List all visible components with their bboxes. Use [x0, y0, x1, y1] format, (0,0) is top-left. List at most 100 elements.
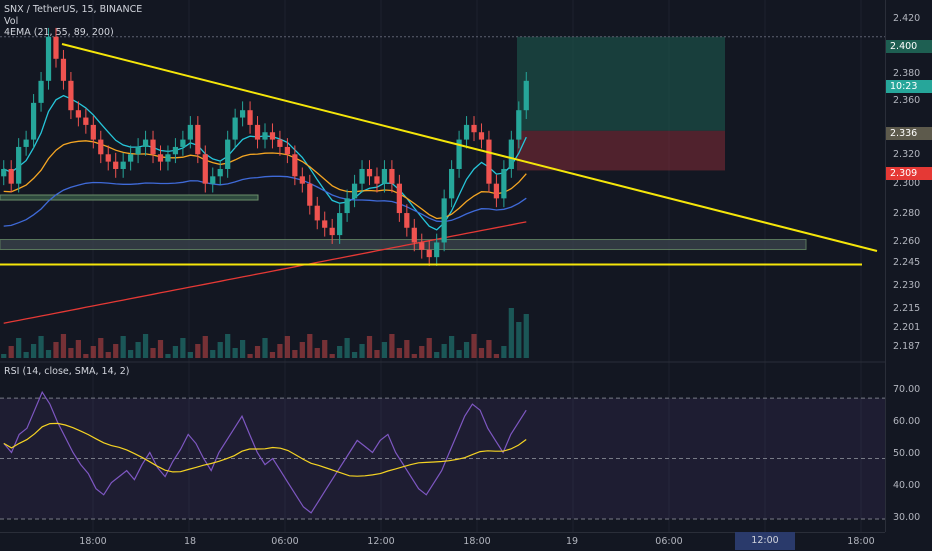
entry-price-tag[interactable]: 2.336 [886, 127, 932, 140]
price-axis[interactable] [885, 0, 932, 532]
candle-body [247, 110, 253, 125]
volume-bar [269, 352, 276, 358]
stop-price-tag[interactable]: 2.309 [886, 167, 932, 180]
price-tick: 2.320 [893, 149, 921, 160]
volume-bar [441, 344, 447, 358]
volume-bar [195, 344, 201, 358]
volume-bar [478, 348, 485, 358]
countdown-price-tag[interactable]: 10:23 [886, 80, 932, 93]
time-tick: 18:00 [79, 536, 107, 547]
candle-body [210, 176, 216, 184]
volume-bar [98, 338, 104, 358]
volume-bar [359, 344, 365, 358]
candle-body [419, 242, 425, 250]
volume-bar [471, 334, 477, 358]
candle-body [195, 124, 201, 155]
trendlines[interactable] [0, 43, 878, 266]
time-tick: 18:00 [847, 536, 875, 547]
volume-bar [284, 336, 291, 358]
rsi-legend[interactable]: RSI (14, close, SMA, 14, 2) [4, 366, 130, 377]
candle-body [359, 168, 365, 184]
volume-bar [45, 350, 52, 358]
candle-body [105, 154, 111, 162]
volume-bar [135, 342, 141, 358]
volume-bar [501, 346, 507, 358]
volume-bar [292, 350, 298, 358]
volume-bar [419, 346, 425, 358]
candle-body [434, 242, 440, 258]
candle-body [90, 124, 96, 140]
price-tick: 2.420 [893, 13, 921, 24]
volume-bar [172, 346, 179, 358]
volume-bar [53, 342, 59, 358]
price-tick: 2.245 [893, 257, 921, 268]
candle-body [98, 139, 104, 155]
volume-bar [180, 338, 186, 358]
volume-bar [277, 344, 283, 358]
candle-body [1, 168, 7, 177]
volume-bar [254, 346, 261, 358]
volume-bar [516, 322, 522, 358]
volume-bar [210, 350, 216, 358]
volume-bar [128, 350, 134, 358]
volume-bar [456, 350, 462, 358]
candle-body [322, 220, 328, 228]
candle-body [53, 36, 59, 59]
time-axis[interactable] [0, 532, 885, 551]
candle-body [217, 168, 223, 177]
volume-bar [150, 348, 156, 358]
candle-body [30, 102, 37, 140]
support-box [0, 194, 259, 201]
price-tick: 2.300 [893, 178, 921, 189]
candle-body [202, 154, 208, 184]
symbol-legend[interactable]: SNX / TetherUS, 15, BINANCE [4, 4, 143, 15]
target-price-tag[interactable]: 2.400 [886, 40, 932, 53]
volume-bar [239, 340, 246, 358]
volume-bar [60, 334, 67, 358]
volume-bar [187, 352, 193, 358]
candle-body [523, 80, 529, 111]
candle-body [493, 183, 500, 199]
candle-body [8, 168, 14, 184]
candle-body [449, 168, 455, 199]
time-tick: 06:00 [655, 536, 683, 547]
candle-body [45, 36, 52, 81]
candle-body [254, 124, 261, 140]
volume-bar [322, 340, 328, 358]
candle-body [374, 176, 380, 184]
descending-trendline [61, 43, 878, 252]
ema-legend[interactable]: 4EMA (21, 55, 89, 200) [4, 27, 114, 38]
candle-body [411, 227, 417, 243]
volume-bar [426, 338, 432, 358]
candle-body [463, 124, 470, 140]
candle-body [157, 154, 164, 162]
demand-box [0, 239, 807, 251]
volume-legend[interactable]: Vol [4, 16, 19, 27]
volume-bar [449, 336, 455, 358]
candle-body [381, 168, 388, 184]
candle-body [486, 139, 492, 184]
candle-body [128, 154, 134, 162]
volume-bar [90, 346, 96, 358]
volume-bar [30, 344, 37, 358]
ema21-line [3, 94, 527, 231]
time-tick: 19 [565, 536, 579, 547]
candle-body [165, 154, 171, 162]
volume-bar [396, 348, 402, 358]
candle-body [120, 161, 126, 169]
volume-bar [314, 348, 320, 358]
volume-bar [434, 352, 440, 358]
candle-body [60, 58, 67, 81]
volume-bar [23, 352, 29, 358]
volume-bar [493, 354, 500, 358]
candle-body [187, 124, 193, 140]
candle-body [16, 146, 22, 184]
candle-body [501, 168, 507, 199]
price-tick: 2.230 [893, 280, 921, 291]
volume-bar [75, 340, 81, 358]
ema200-line [3, 221, 527, 324]
candle-body [337, 213, 343, 236]
time-tick: 12:00 [367, 536, 395, 547]
candle-body [180, 139, 186, 147]
